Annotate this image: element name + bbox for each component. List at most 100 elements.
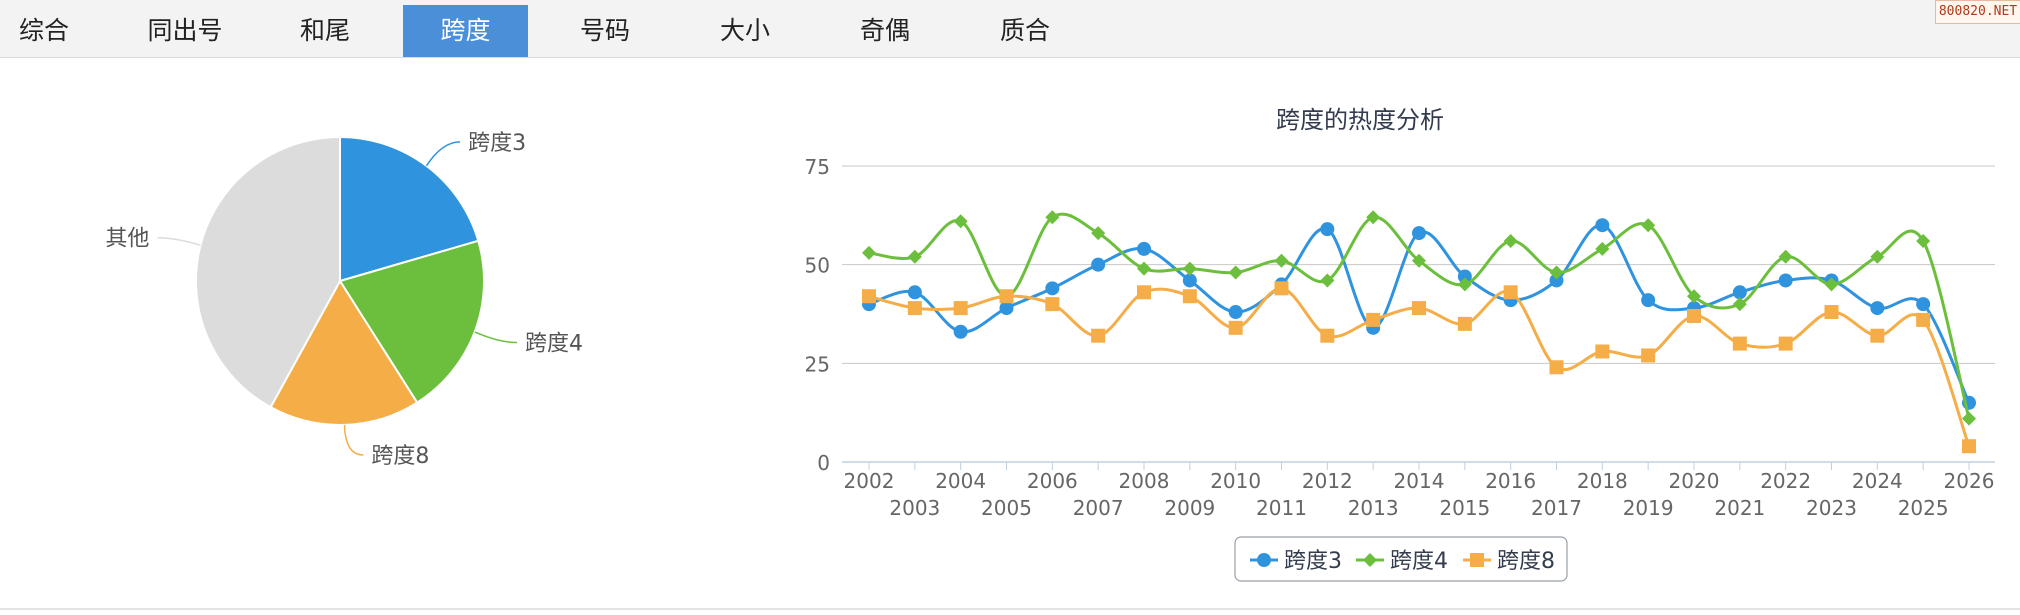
data-point[interactable] xyxy=(1228,305,1243,320)
data-point[interactable] xyxy=(1870,249,1885,264)
tab-zhihe[interactable]: 质合 xyxy=(999,16,1050,45)
pie-connector xyxy=(343,424,364,456)
x-tick-label: 2024 xyxy=(1852,469,1903,493)
pie-slice[interactable] xyxy=(269,279,419,426)
tab-kuadu[interactable]: 跨度 xyxy=(403,5,528,57)
pie-slice[interactable] xyxy=(339,135,480,283)
data-point[interactable] xyxy=(1641,293,1656,308)
data-point[interactable] xyxy=(1687,308,1701,323)
data-point[interactable] xyxy=(1137,241,1151,256)
data-point[interactable] xyxy=(1870,301,1885,316)
x-tick-label: 2010 xyxy=(1210,469,1261,493)
data-point[interactable] xyxy=(1870,328,1885,343)
tab-jiou[interactable]: 奇偶 xyxy=(859,16,910,45)
data-point[interactable] xyxy=(953,214,968,229)
data-point[interactable] xyxy=(999,289,1014,304)
data-point[interactable] xyxy=(1366,210,1381,225)
data-point[interactable] xyxy=(1320,328,1335,343)
data-point[interactable] xyxy=(1595,241,1610,256)
data-point[interactable] xyxy=(907,285,922,300)
data-point[interactable] xyxy=(907,249,922,264)
x-tick-label: 2003 xyxy=(889,496,940,520)
data-point[interactable] xyxy=(1366,312,1381,327)
pie-slice[interactable] xyxy=(338,239,485,404)
data-point[interactable] xyxy=(1595,218,1610,233)
data-point[interactable] xyxy=(1549,273,1564,288)
data-point[interactable] xyxy=(1778,249,1793,264)
data-point[interactable] xyxy=(1916,312,1931,327)
data-point[interactable] xyxy=(1457,269,1472,284)
data-point[interactable] xyxy=(1091,226,1106,241)
data-point[interactable] xyxy=(953,301,968,316)
data-point[interactable] xyxy=(1503,285,1518,300)
x-tick-label: 2004 xyxy=(935,469,986,493)
legend-marker[interactable] xyxy=(1470,553,1484,567)
pie-label: 其他 xyxy=(105,227,149,252)
pie-label: 跨度8 xyxy=(371,444,429,469)
tab-haoma[interactable]: 号码 xyxy=(579,16,630,45)
tab-tongchuhao[interactable]: 同出号 xyxy=(147,16,223,45)
data-point[interactable] xyxy=(1320,222,1335,237)
data-point[interactable] xyxy=(1916,233,1931,248)
tab-hewei[interactable]: 和尾 xyxy=(299,16,350,45)
data-point[interactable] xyxy=(862,245,876,260)
series-2 xyxy=(862,281,1976,454)
legend-item[interactable]: 跨度3 xyxy=(1250,549,1342,574)
data-point[interactable] xyxy=(907,301,922,316)
data-point[interactable] xyxy=(1457,277,1472,292)
pie-label: 跨度3 xyxy=(468,131,526,156)
legend-item[interactable]: 跨度8 xyxy=(1463,549,1555,574)
legend-item[interactable]: 跨度4 xyxy=(1356,549,1448,574)
series-line xyxy=(868,212,1971,419)
tab-daxiao[interactable]: 大小 xyxy=(719,16,770,45)
x-tick-label: 2002 xyxy=(844,469,895,493)
data-point[interactable] xyxy=(1595,344,1610,359)
data-point[interactable] xyxy=(1962,439,1976,454)
data-point[interactable] xyxy=(999,301,1014,316)
data-point[interactable] xyxy=(1732,336,1747,351)
data-point[interactable] xyxy=(1457,316,1472,331)
tab-bar: 综合 同出号 和尾 跨度 号码 大小 奇偶 质合 xyxy=(0,0,2020,58)
data-point[interactable] xyxy=(1503,233,1518,248)
legend-marker[interactable] xyxy=(1257,553,1271,567)
data-point[interactable] xyxy=(1412,253,1426,268)
data-point[interactable] xyxy=(1824,277,1839,292)
pie-connector xyxy=(425,141,461,167)
data-point[interactable] xyxy=(1137,285,1151,300)
data-point[interactable] xyxy=(1549,265,1564,280)
data-point[interactable] xyxy=(1045,281,1060,296)
data-point[interactable] xyxy=(1778,273,1793,288)
data-point[interactable] xyxy=(1228,320,1243,335)
data-point[interactable] xyxy=(1412,226,1426,241)
pie-slice[interactable] xyxy=(195,135,341,409)
data-point[interactable] xyxy=(1549,360,1564,375)
y-tick-label: 25 xyxy=(805,352,830,376)
data-point[interactable] xyxy=(1778,336,1793,351)
data-point[interactable] xyxy=(862,289,876,304)
data-point[interactable] xyxy=(1137,261,1151,276)
data-point[interactable] xyxy=(1412,301,1426,316)
data-point[interactable] xyxy=(953,324,968,339)
data-point[interactable] xyxy=(1182,261,1197,276)
data-point[interactable] xyxy=(1091,257,1106,272)
data-point[interactable] xyxy=(1228,265,1243,280)
data-point[interactable] xyxy=(1732,297,1747,312)
data-point[interactable] xyxy=(1824,305,1839,320)
data-point[interactable] xyxy=(1182,273,1197,288)
data-point[interactable] xyxy=(1687,289,1701,304)
x-tick-label: 2018 xyxy=(1577,469,1628,493)
data-point[interactable] xyxy=(1641,218,1656,233)
data-point[interactable] xyxy=(1274,253,1289,268)
data-point[interactable] xyxy=(1732,285,1747,300)
tab-zonghe[interactable]: 综合 xyxy=(18,16,69,45)
data-point[interactable] xyxy=(1962,411,1976,426)
data-point[interactable] xyxy=(1045,210,1060,225)
data-point[interactable] xyxy=(1274,281,1289,296)
data-point[interactable] xyxy=(1045,297,1060,312)
data-point[interactable] xyxy=(1091,328,1106,343)
data-point[interactable] xyxy=(1182,289,1197,304)
data-point[interactable] xyxy=(1641,348,1656,363)
data-point[interactable] xyxy=(1320,273,1335,288)
legend-marker[interactable] xyxy=(1363,553,1377,567)
data-point[interactable] xyxy=(1916,297,1931,312)
